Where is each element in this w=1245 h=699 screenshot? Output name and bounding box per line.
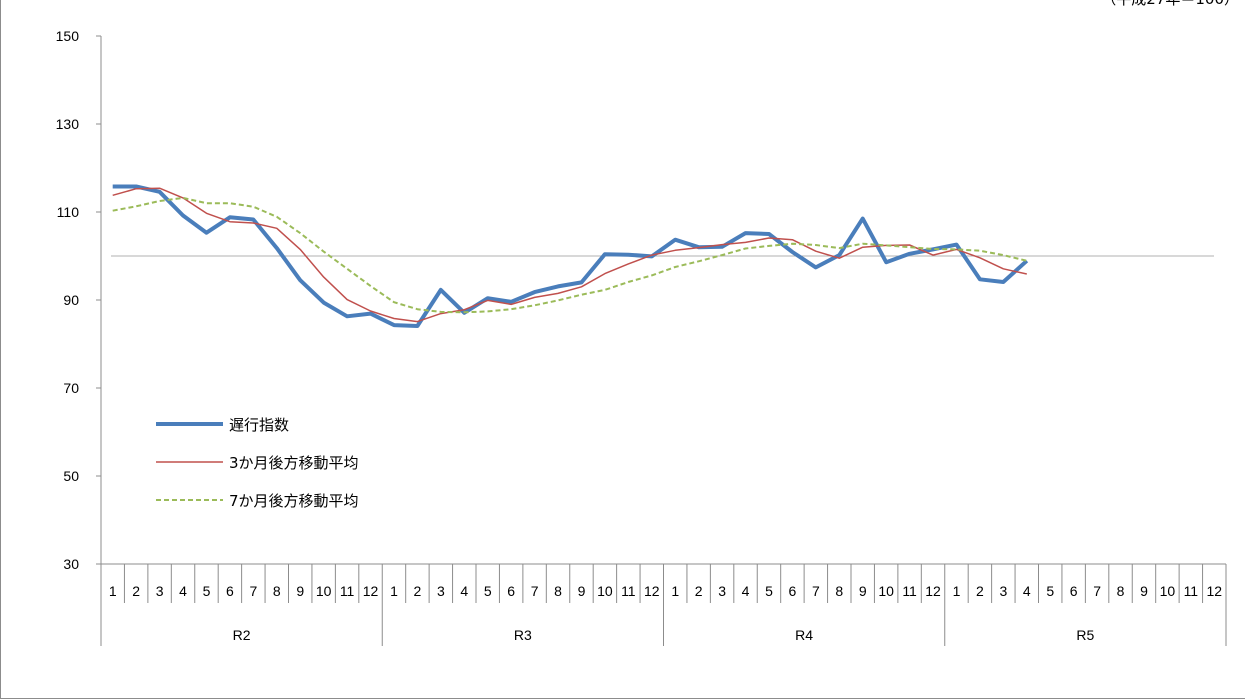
x-month-label: 2	[695, 583, 703, 599]
x-month-label: 12	[1206, 583, 1222, 599]
x-month-label: 10	[878, 583, 894, 599]
legend-label-1: 遅行指数	[229, 416, 289, 434]
x-month-label: 8	[554, 583, 562, 599]
series-line-3	[112, 196, 1028, 314]
x-month-label: 1	[671, 583, 679, 599]
x-month-label: 2	[976, 583, 984, 599]
x-year-label: R3	[514, 627, 532, 643]
x-month-label: 4	[1023, 583, 1031, 599]
x-month-label: 3	[156, 583, 164, 599]
y-tick-label: 70	[63, 380, 79, 396]
x-month-label: 7	[249, 583, 257, 599]
x-month-label: 12	[644, 583, 660, 599]
x-month-label: 1	[109, 583, 117, 599]
x-month-label: 12	[363, 583, 379, 599]
x-month-label: 8	[1117, 583, 1125, 599]
x-month-label: 2	[132, 583, 140, 599]
x-month-label: 8	[273, 583, 281, 599]
y-tick-label: 130	[56, 116, 80, 132]
x-month-label: 5	[765, 583, 773, 599]
y-tick-label: 30	[63, 556, 79, 572]
x-month-label: 10	[316, 583, 332, 599]
x-year-label: R4	[795, 627, 813, 643]
x-month-label: 5	[1046, 583, 1054, 599]
x-month-label: 4	[460, 583, 468, 599]
x-month-label: 5	[203, 583, 211, 599]
x-month-label: 2	[414, 583, 422, 599]
x-month-label: 1	[390, 583, 398, 599]
unit-note: （平成27年＝100）	[1101, 0, 1239, 9]
x-month-label: 3	[718, 583, 726, 599]
x-year-label: R2	[233, 627, 251, 643]
x-month-label: 4	[179, 583, 187, 599]
x-month-label: 11	[902, 583, 917, 599]
legend-label-2: 3か月後方移動平均	[229, 454, 359, 472]
x-month-label: 11	[1184, 583, 1199, 599]
y-tick-label: 50	[63, 468, 79, 484]
x-month-label: 12	[925, 583, 941, 599]
x-year-label: R5	[1076, 627, 1094, 643]
x-month-label: 7	[1093, 583, 1101, 599]
x-month-label: 6	[226, 583, 234, 599]
x-month-label: 6	[507, 583, 515, 599]
series-line-2	[112, 187, 1027, 323]
x-month-label: 6	[789, 583, 797, 599]
x-month-label: 9	[296, 583, 304, 599]
x-month-label: 10	[597, 583, 613, 599]
x-month-label: 1	[953, 583, 961, 599]
x-month-label: 9	[578, 583, 586, 599]
x-month-label: 7	[531, 583, 539, 599]
x-month-label: 9	[1140, 583, 1148, 599]
x-month-label: 5	[484, 583, 492, 599]
x-month-label: 3	[437, 583, 445, 599]
series-line-1	[112, 184, 1029, 328]
x-month-label: 6	[1070, 583, 1078, 599]
x-month-label: 11	[621, 583, 636, 599]
series-group	[112, 184, 1029, 328]
x-month-label: 9	[859, 583, 867, 599]
x-month-label: 10	[1160, 583, 1176, 599]
x-month-label: 8	[835, 583, 843, 599]
x-month-label: 11	[340, 583, 355, 599]
legend-group: 遅行指数 3か月後方移動平均 7か月後方移動平均	[156, 416, 359, 510]
y-tick-label: 90	[63, 292, 79, 308]
x-month-label: 7	[812, 583, 820, 599]
legend-label-3: 7か月後方移動平均	[229, 492, 359, 510]
x-month-label: 3	[999, 583, 1007, 599]
y-tick-label: 150	[56, 28, 80, 44]
x-month-label: 4	[742, 583, 750, 599]
y-tick-label: 110	[57, 204, 80, 220]
